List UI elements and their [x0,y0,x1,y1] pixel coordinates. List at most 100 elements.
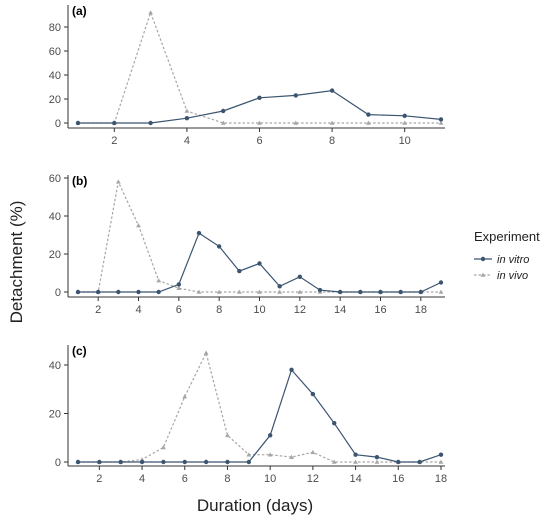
data-point [329,88,335,93]
data-point [196,230,202,236]
x-tick-label: 14 [349,473,361,485]
x-tick-label: 8 [329,135,335,147]
data-point [246,459,252,465]
legend-key-marker [480,256,486,262]
x-tick-label: 12 [307,473,319,485]
data-point [257,261,262,266]
series-in-vivo [75,179,444,294]
data-point [156,278,162,283]
data-point [332,421,337,426]
data-point [289,367,294,373]
data-point [161,459,166,465]
data-point [115,179,121,184]
data-point [331,459,337,464]
data-point [161,445,166,450]
data-point [378,289,383,295]
data-point [237,268,242,274]
data-point [353,452,358,457]
legend-title: Experiment [474,229,540,244]
data-point [267,433,273,438]
data-point [438,452,444,457]
data-point [277,284,282,289]
x-tick-label: 2 [95,304,101,316]
data-point [112,120,117,126]
data-point [267,452,273,457]
legend-entry-in-vivo: in vivo [474,270,528,282]
x-tick-label: 6 [176,304,182,316]
data-point [329,120,335,125]
data-point [182,459,187,465]
data-point [75,459,81,465]
y-tick-label: 60 [49,46,61,58]
x-tick-label: 16 [374,304,386,316]
data-point [236,289,242,294]
data-point [417,459,422,465]
data-point [176,282,182,287]
series-in-vivo [75,350,444,464]
y-tick-label: 40 [49,211,61,223]
y-tick-label: 40 [49,360,61,372]
x-tick-label: 14 [334,304,346,316]
data-point [221,108,226,114]
data-point [216,289,222,294]
series-line-in-vivo [78,179,441,293]
x-tick-label: 18 [435,473,447,485]
data-point [136,223,141,228]
data-point [196,289,202,294]
data-point [398,289,403,295]
x-tick-label: 18 [415,304,427,316]
data-point [438,289,444,294]
y-tick-label: 0 [55,287,61,299]
x-axis-title: Duration (days) [197,496,313,515]
x-tick-label: 4 [135,304,141,316]
data-point [139,459,145,465]
data-point [358,289,363,295]
data-point [75,120,81,126]
y-axis-title: Detachment (%) [7,201,26,324]
x-tick-label: 8 [216,304,222,316]
series-line-in-vivo [78,351,441,463]
legend-key-marker [480,272,486,277]
y-tick-label: 0 [55,457,61,469]
y-tick-label: 20 [49,409,61,421]
x-tick-label: 2 [111,135,117,147]
data-point [216,244,222,249]
data-point [75,289,81,295]
legend-entries: in vitro in vivo [474,254,529,282]
series-line-in-vivo [78,10,441,124]
data-point [402,113,407,119]
data-point [297,289,303,294]
series-in-vitro [75,88,444,126]
data-point [317,287,323,293]
data-point [97,459,102,465]
data-point [310,391,316,397]
series-line-in-vitro [78,89,442,124]
x-tick-label: 2 [96,473,102,485]
data-point [225,459,230,465]
data-point [337,289,343,295]
series-in-vitro [75,367,444,465]
data-point [438,120,444,125]
data-point [438,280,444,285]
data-point [353,459,358,464]
x-tick-label: 4 [139,473,145,485]
data-point [366,120,371,125]
y-tick-label: 80 [49,22,61,34]
data-point [366,112,371,117]
x-tick-label: 10 [264,473,276,485]
data-point [396,459,401,465]
data-point [156,289,161,295]
data-point [148,120,153,126]
y-tick-label: 60 [49,173,61,185]
panel-c: (c) 0 20 40 2 4 6 8 10 12 14 16 18 [49,344,447,485]
data-point [246,452,252,457]
data-point [116,289,121,295]
panel-label: (c) [72,344,87,358]
x-tick-label: 6 [256,135,262,147]
y-tick-label: 0 [55,118,61,130]
data-point [402,120,408,125]
data-point [184,108,190,113]
x-tick-label: 16 [392,473,404,485]
